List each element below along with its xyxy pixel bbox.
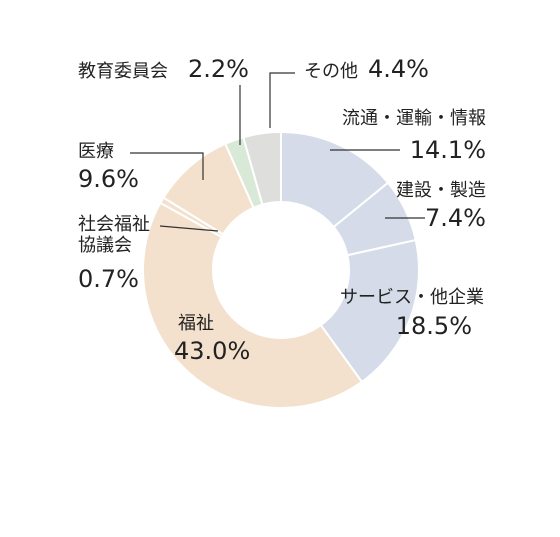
category-label: その他 xyxy=(304,61,358,82)
leader-line xyxy=(159,225,219,232)
donut-segment xyxy=(242,130,282,206)
value-label: 2.2% xyxy=(188,55,249,83)
category-label: サービス・他企業 xyxy=(340,287,484,308)
value-label: 18.5% xyxy=(395,312,472,340)
leader-line xyxy=(130,152,204,180)
value-label: 43.0% xyxy=(174,337,251,365)
value-label: 4.4% xyxy=(368,55,429,83)
category-label: 福祉 xyxy=(178,313,214,334)
value-label: 7.4% xyxy=(425,204,486,232)
category-label: 建設・製造 xyxy=(396,180,486,201)
value-label: 14.1% xyxy=(409,136,486,164)
value-label: 9.6% xyxy=(78,165,139,193)
category-label: 社会福祉協議会 xyxy=(78,214,150,256)
leader-line xyxy=(269,72,295,128)
category-label: 教育委員会 xyxy=(78,61,168,82)
donut-segment xyxy=(142,201,364,409)
donut-segment xyxy=(319,238,420,384)
value-label: 0.7% xyxy=(78,265,139,293)
category-label: 流通・運輸・情報 xyxy=(342,108,486,129)
category-label: 医療 xyxy=(78,141,114,162)
